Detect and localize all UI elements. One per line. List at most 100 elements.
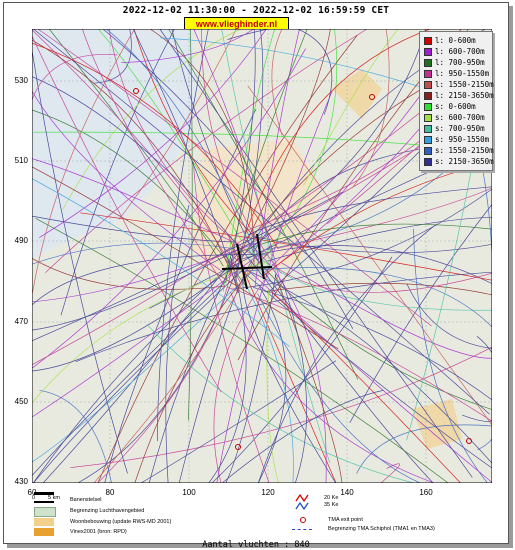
noise-contour-icon [295, 493, 309, 511]
flight-track [32, 264, 237, 372]
flight-track [42, 246, 244, 483]
flight-track [303, 29, 399, 186]
flight-track [261, 268, 434, 483]
flight-track [230, 223, 492, 256]
flight-track [62, 29, 241, 210]
flight-track [32, 271, 253, 463]
flight-track [266, 29, 338, 253]
x-tick-120: 120 [261, 488, 275, 497]
flight-track [32, 242, 235, 265]
flight-track [32, 254, 268, 306]
flight-track [32, 178, 290, 347]
flight-track [32, 191, 343, 342]
flight-track [264, 282, 492, 296]
airport-boundary-label: Begrenzing Luchthavengebied [70, 508, 145, 514]
runway-label: Banenstelsel [70, 497, 102, 503]
flight-track [171, 29, 259, 261]
flight-track [93, 253, 257, 483]
flight-track [93, 29, 132, 84]
runways [221, 233, 273, 290]
flight-track [132, 29, 239, 294]
legend-label: s: 600-700m [435, 113, 485, 122]
housing-swatch [34, 518, 54, 526]
y-tick-510: 510 [14, 156, 28, 165]
flight-track [281, 262, 492, 359]
legend-item: l: 1550-2150m [424, 80, 494, 90]
flight-track [211, 256, 393, 483]
flight-track [156, 29, 209, 442]
vinex-label: Vinex2001 (bron: RPD) [70, 529, 127, 535]
y-tick-470: 470 [14, 317, 28, 326]
flight-track [140, 360, 337, 483]
flight-track [149, 29, 255, 266]
flight-track [266, 289, 279, 483]
legend-item: l: 950-1550m [424, 69, 489, 79]
legend-swatch [424, 125, 432, 133]
y-tick-430: 430 [14, 477, 28, 486]
legend-swatch [424, 37, 432, 45]
flight-track [213, 273, 270, 483]
legend-swatch [424, 136, 432, 144]
flight-track [32, 158, 232, 242]
legend-label: l: 1550-2150m [435, 80, 494, 89]
y-tick-530: 530 [14, 76, 28, 85]
noise-ke2-label: 35 Ke [324, 502, 339, 508]
flight-track [159, 29, 473, 478]
legend-swatch [424, 103, 432, 111]
flight-track [97, 250, 236, 483]
flight-track [33, 29, 490, 415]
map-key: 0 5 km Banenstelsel Begrenzing Luchthave… [32, 489, 492, 537]
flight-track [462, 401, 492, 422]
flight-track [349, 204, 492, 423]
flight-track [223, 247, 492, 483]
housing-label: Woonbebouwing (update RWS-MD 2001) [70, 519, 172, 525]
scale-right-label: 5 km [48, 495, 60, 501]
flight-track [32, 70, 473, 366]
flight-track [121, 29, 254, 64]
x-tick-100: 100 [182, 488, 196, 497]
flight-track [231, 188, 492, 290]
legend-label: l: 700-950m [435, 58, 485, 67]
legend-label: s: 700-950m [435, 124, 485, 133]
flight-track [257, 293, 421, 483]
vinex-swatch [34, 528, 54, 536]
legend-swatch [424, 59, 432, 67]
legend-label: s: 0-600m [435, 102, 476, 111]
flight-track [406, 283, 492, 349]
tma-exit-icon [300, 517, 306, 523]
flight-track [60, 29, 175, 316]
runway-swatch [34, 501, 54, 503]
flight-track [235, 29, 264, 281]
legend-swatch [424, 70, 432, 78]
flight-track [258, 287, 287, 483]
legend-label: l: 600-700m [435, 47, 485, 56]
legend-swatch [424, 158, 432, 166]
flight-track [229, 29, 256, 273]
flight-track [271, 263, 492, 293]
flight-track [247, 85, 492, 426]
flight-track [133, 29, 253, 235]
flight-track-map [32, 29, 492, 483]
flight-track [227, 29, 313, 40]
y-tick-490: 490 [14, 236, 28, 245]
flight-track [70, 346, 492, 468]
flight-track [257, 223, 437, 483]
flight-track [225, 29, 308, 284]
flight-track [102, 29, 354, 329]
legend-label: l: 2150-3650m [435, 91, 494, 100]
legend-swatch [424, 48, 432, 56]
flight-track [227, 286, 492, 422]
legend-label: s: 2150-3650m [435, 157, 494, 166]
flight-track [146, 323, 414, 483]
flight-track [32, 90, 223, 272]
airport-boundary-swatch [34, 507, 56, 517]
flight-track [251, 235, 492, 254]
map-frame: 2022-12-02 11:30:00 - 2022-12-02 16:59:5… [3, 2, 509, 550]
tma-boundary-label: Begrenzing TMA Schiphol (TMA1 en TMA3) [328, 526, 435, 532]
legend-item: s: 1550-2150m [424, 146, 494, 156]
flight-track [230, 292, 435, 483]
flight-track [281, 280, 308, 483]
legend-item: s: 950-1550m [424, 135, 489, 145]
flight-track [32, 76, 276, 294]
flight-track [201, 29, 282, 274]
